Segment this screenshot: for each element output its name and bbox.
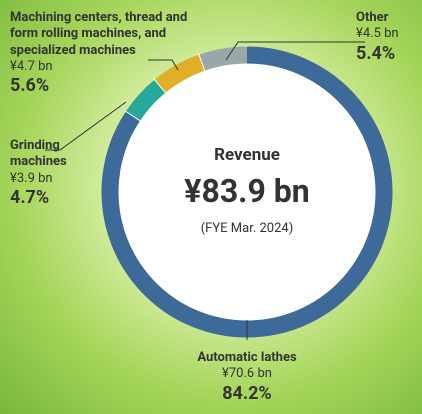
- value-label: 4.7%: [10, 186, 50, 208]
- value-label: 5.6%: [10, 75, 50, 96]
- value-label: 5.4%: [356, 42, 396, 64]
- amount-label: ¥70.6 bn: [222, 366, 272, 382]
- donut-segment: [198, 46, 248, 71]
- center-title: Revenue: [214, 145, 280, 165]
- label-group: Other ¥4.5 bn 5.4%: [356, 10, 420, 65]
- amount-label: ¥4.5 bn: [356, 26, 399, 42]
- donut-segment: [101, 46, 393, 338]
- label-group: Machining centers, thread and form rolli…: [10, 10, 210, 98]
- label-group: Automatic lathes ¥70.6 bn 84.2%: [150, 350, 344, 405]
- category-label: Machining centers, thread and form rolli…: [10, 10, 188, 58]
- category-label: Other: [356, 10, 389, 25]
- amount-label: ¥3.9 bn: [10, 170, 53, 186]
- subtitle: (FYE Mar. 2024): [201, 221, 294, 236]
- segment-gap: [124, 110, 142, 123]
- category-label: Automatic lathes: [197, 350, 297, 365]
- donut-segment: [125, 79, 166, 122]
- donut-segment: [154, 54, 205, 94]
- label-group: Grinding machines ¥3.9 bn 4.7%: [10, 138, 90, 209]
- category-label: Grinding machines: [10, 138, 67, 170]
- leader-line: [45, 101, 127, 151]
- leader-line: [148, 59, 179, 71]
- total-label: ¥83.9 bn: [184, 172, 309, 210]
- leader-line: [225, 41, 365, 61]
- value-label: 84.2%: [222, 382, 272, 404]
- amount-label: ¥4.7 bn: [10, 58, 53, 74]
- leader-lines: [45, 41, 365, 340]
- donut-hole: [118, 63, 376, 321]
